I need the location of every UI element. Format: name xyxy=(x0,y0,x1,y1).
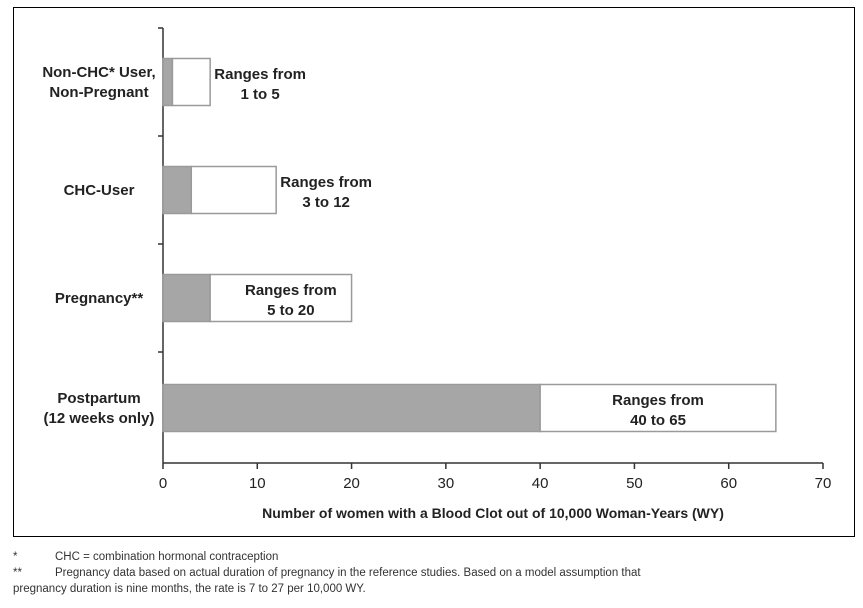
bar-range-0 xyxy=(171,57,211,107)
footnote-2-text: Pregnancy data based on actual duration … xyxy=(55,567,641,579)
footnote-2-continuation: pregnancy duration is nine months, the r… xyxy=(13,583,366,595)
x-tick-label-3: 30 xyxy=(438,475,455,492)
bar-chart: 0 10 20 30 40 50 60 70 Number of women with a Bl… xyxy=(42,27,832,521)
category-label-0-1: Non-Pregnant xyxy=(49,84,148,101)
category-label-3-1: (12 weeks only) xyxy=(44,410,155,427)
x-tick-label-4: 40 xyxy=(532,475,549,492)
bar-baseline-2 xyxy=(162,273,211,323)
bar-range-3 xyxy=(539,383,777,433)
bar-baseline-1 xyxy=(162,165,193,215)
x-tick-label-6: 60 xyxy=(720,475,737,492)
x-tick-label-5: 50 xyxy=(626,475,643,492)
category-label-2-0: Pregnancy** xyxy=(55,290,144,307)
bar-baseline-3 xyxy=(162,383,541,433)
x-axis-title: Number of women with a Blood Clot out of… xyxy=(262,505,724,521)
range-label-1-1: 3 to 12 xyxy=(302,194,350,211)
footnote-2-mark: ** xyxy=(13,567,22,579)
category-label-0-0: Non-CHC* User, xyxy=(42,64,155,81)
range-label-2-0: Ranges from xyxy=(245,282,337,299)
bar-baseline-0 xyxy=(162,57,174,107)
x-tick-label-1: 10 xyxy=(249,475,266,492)
footnotes: * CHC = combination hormonal contracepti… xyxy=(13,549,858,597)
category-label-3-0: Postpartum xyxy=(57,390,140,407)
footnote-1: * CHC = combination hormonal contracepti… xyxy=(13,549,858,565)
chart-frame: 0 10 20 30 40 50 60 70 Number of women with a Bl… xyxy=(13,7,855,537)
x-tick-label-2: 20 xyxy=(343,475,360,492)
bar-range-1 xyxy=(190,165,277,215)
range-label-2-1: 5 to 20 xyxy=(267,302,315,319)
range-label-1-0: Ranges from xyxy=(280,174,372,191)
footnote-2: ** Pregnancy data based on actual durati… xyxy=(13,565,858,581)
range-label-3-0: Ranges from xyxy=(612,392,704,409)
category-label-1-0: CHC-User xyxy=(64,182,135,199)
range-label-3-1: 40 to 65 xyxy=(630,412,686,429)
footnote-1-mark: * xyxy=(13,551,18,563)
footnote-1-text: CHC = combination hormonal contraception xyxy=(55,551,279,563)
x-tick-label-7: 70 xyxy=(815,475,832,492)
range-label-0-0: Ranges from xyxy=(214,66,306,83)
range-label-0-1: 1 to 5 xyxy=(241,86,280,103)
x-tick-label-0: 0 xyxy=(159,475,167,492)
bar-range-2 xyxy=(209,273,353,323)
